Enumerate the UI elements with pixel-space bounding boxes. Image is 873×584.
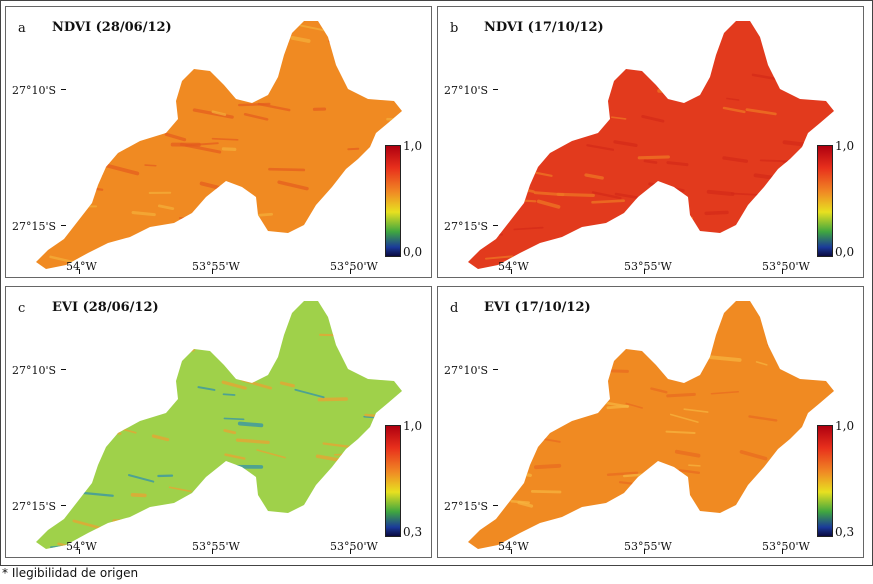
map-panel-a: a NDVI (28/06/12) 27°10'S 27°15'S 54°W 5… [5,6,432,278]
footnote: * Ilegibilidad de origen [2,566,139,580]
lat-label-bottom: 27°15'S [444,500,489,513]
axis-tick [511,549,512,554]
map-area [468,21,834,269]
map-area [36,21,402,269]
lon-label-3: 53°50'W [762,260,810,273]
panel-letter: c [18,301,26,316]
lon-label-2: 53°55'W [624,260,672,273]
axis-tick [61,505,66,506]
panel-title: NDVI (28/06/12) [52,20,172,35]
lon-label-3: 53°50'W [330,540,378,553]
colorbar [385,145,401,257]
axis-tick [61,225,66,226]
colorbar-max-label: 1,0 [403,139,423,153]
axis-tick [212,549,213,554]
map-panel-d: d EVI (17/10/12) 27°10'S 27°15'S 54°W 53… [437,286,864,558]
lon-label-1: 54°W [498,260,529,273]
axis-tick [511,269,512,274]
panel-title: EVI (28/06/12) [52,300,159,315]
axis-tick [79,269,80,274]
map-panel-b: b NDVI (17/10/12) 27°10'S 27°15'S 54°W 5… [437,6,864,278]
axis-tick [644,269,645,274]
map-panel-c: c EVI (28/06/12) 27°10'S 27°15'S 54°W 53… [5,286,432,558]
lon-label-3: 53°50'W [330,260,378,273]
lat-label-bottom: 27°15'S [12,220,57,233]
colorbar [385,425,401,537]
lat-label-bottom: 27°15'S [444,220,489,233]
axis-tick [350,269,351,274]
study-area-shape [36,21,402,269]
lon-label-2: 53°55'W [192,540,240,553]
lat-label-top: 27°10'S [12,84,57,97]
panel-title: NDVI (17/10/12) [484,20,604,35]
lat-label-top: 27°10'S [12,364,57,377]
lon-label-1: 54°W [66,540,97,553]
axis-tick [79,549,80,554]
colorbar-min-label: 0,0 [403,245,423,259]
axis-tick [644,549,645,554]
figure-frame: a NDVI (28/06/12) 27°10'S 27°15'S 54°W 5… [0,0,873,566]
axis-tick [61,369,66,370]
panel-letter: b [450,21,459,36]
axis-tick [61,89,66,90]
lon-label-1: 54°W [498,540,529,553]
colorbar-max-label: 1,0 [835,419,855,433]
axis-tick [782,269,783,274]
colorbar-min-label: 0,0 [835,245,855,259]
colorbar-min-label: 0,3 [835,525,855,539]
panel-title: EVI (17/10/12) [484,300,591,315]
map-area [36,301,402,549]
lon-label-3: 53°50'W [762,540,810,553]
colorbar [817,145,833,257]
colorbar [817,425,833,537]
lon-label-2: 53°55'W [624,540,672,553]
lon-label-1: 54°W [66,260,97,273]
colorbar-max-label: 1,0 [403,419,423,433]
lat-label-top: 27°10'S [444,364,489,377]
panel-letter: a [18,21,26,36]
study-area-shape [468,21,834,269]
panel-letter: d [450,301,459,316]
axis-tick [212,269,213,274]
axis-tick [350,549,351,554]
axis-tick [493,505,498,506]
axis-tick [493,369,498,370]
study-area-shape [468,301,834,549]
axis-tick [493,89,498,90]
study-area-shape [36,301,402,549]
axis-tick [493,225,498,226]
lat-label-bottom: 27°15'S [12,500,57,513]
colorbar-max-label: 1,0 [835,139,855,153]
lon-label-2: 53°55'W [192,260,240,273]
axis-tick [782,549,783,554]
lat-label-top: 27°10'S [444,84,489,97]
colorbar-min-label: 0,3 [403,525,423,539]
map-area [468,301,834,549]
